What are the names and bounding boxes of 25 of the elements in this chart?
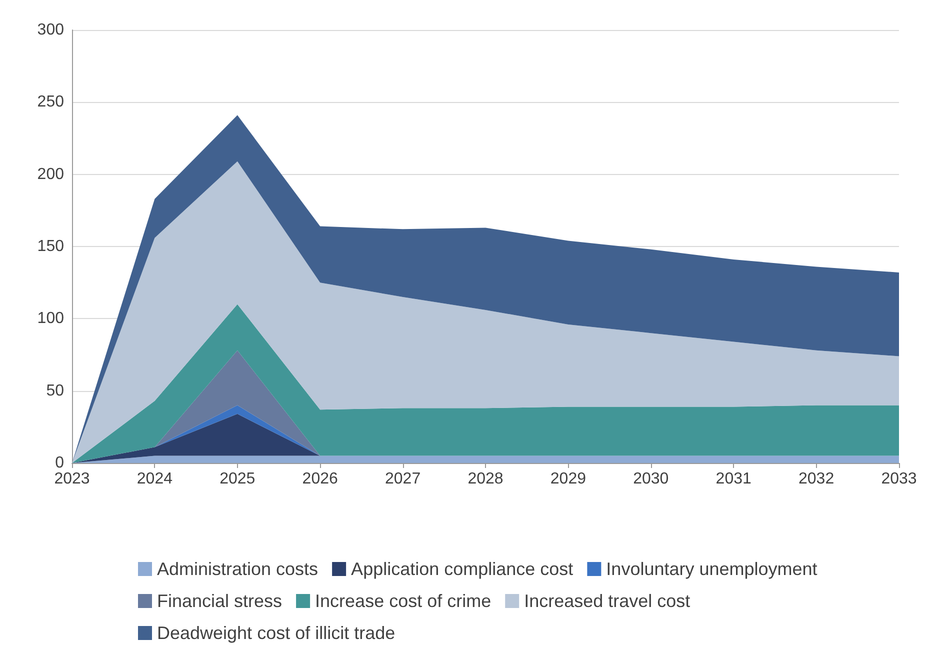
legend-label: Involuntary unemployment (606, 559, 818, 579)
x-tick-label: 2025 (220, 470, 256, 488)
x-tick-label: 2028 (468, 470, 504, 488)
x-tick-label: 2024 (136, 470, 173, 488)
y-tick-label: 150 (37, 238, 64, 255)
x-tick-label: 2026 (302, 470, 338, 488)
x-tick-label: 2032 (798, 470, 834, 488)
x-tick-label: 2029 (550, 470, 586, 488)
y-tick-label: 0 (55, 454, 64, 472)
x-tick-label: 2030 (633, 470, 669, 488)
y-tick-label: 200 (37, 166, 64, 183)
y-tick-label: 50 (46, 382, 64, 400)
legend-label: Increase cost of crime (315, 591, 492, 611)
legend-label: Increased travel cost (524, 591, 690, 611)
legend-label: Application compliance cost (351, 559, 574, 579)
y-tick-label: 250 (37, 94, 64, 111)
legend-label: Deadweight cost of illicit trade (157, 623, 396, 643)
legend-label: Administration costs (157, 559, 318, 579)
y-tick-label: 300 (37, 22, 64, 38)
x-tick-label: 2023 (54, 470, 90, 488)
x-tick-label: 2031 (716, 470, 752, 488)
legend-label: Financial stress (157, 591, 282, 611)
y-tick-label: 100 (37, 310, 64, 328)
x-tick-label: 2033 (881, 470, 917, 488)
x-tick-label: 2027 (385, 470, 421, 488)
